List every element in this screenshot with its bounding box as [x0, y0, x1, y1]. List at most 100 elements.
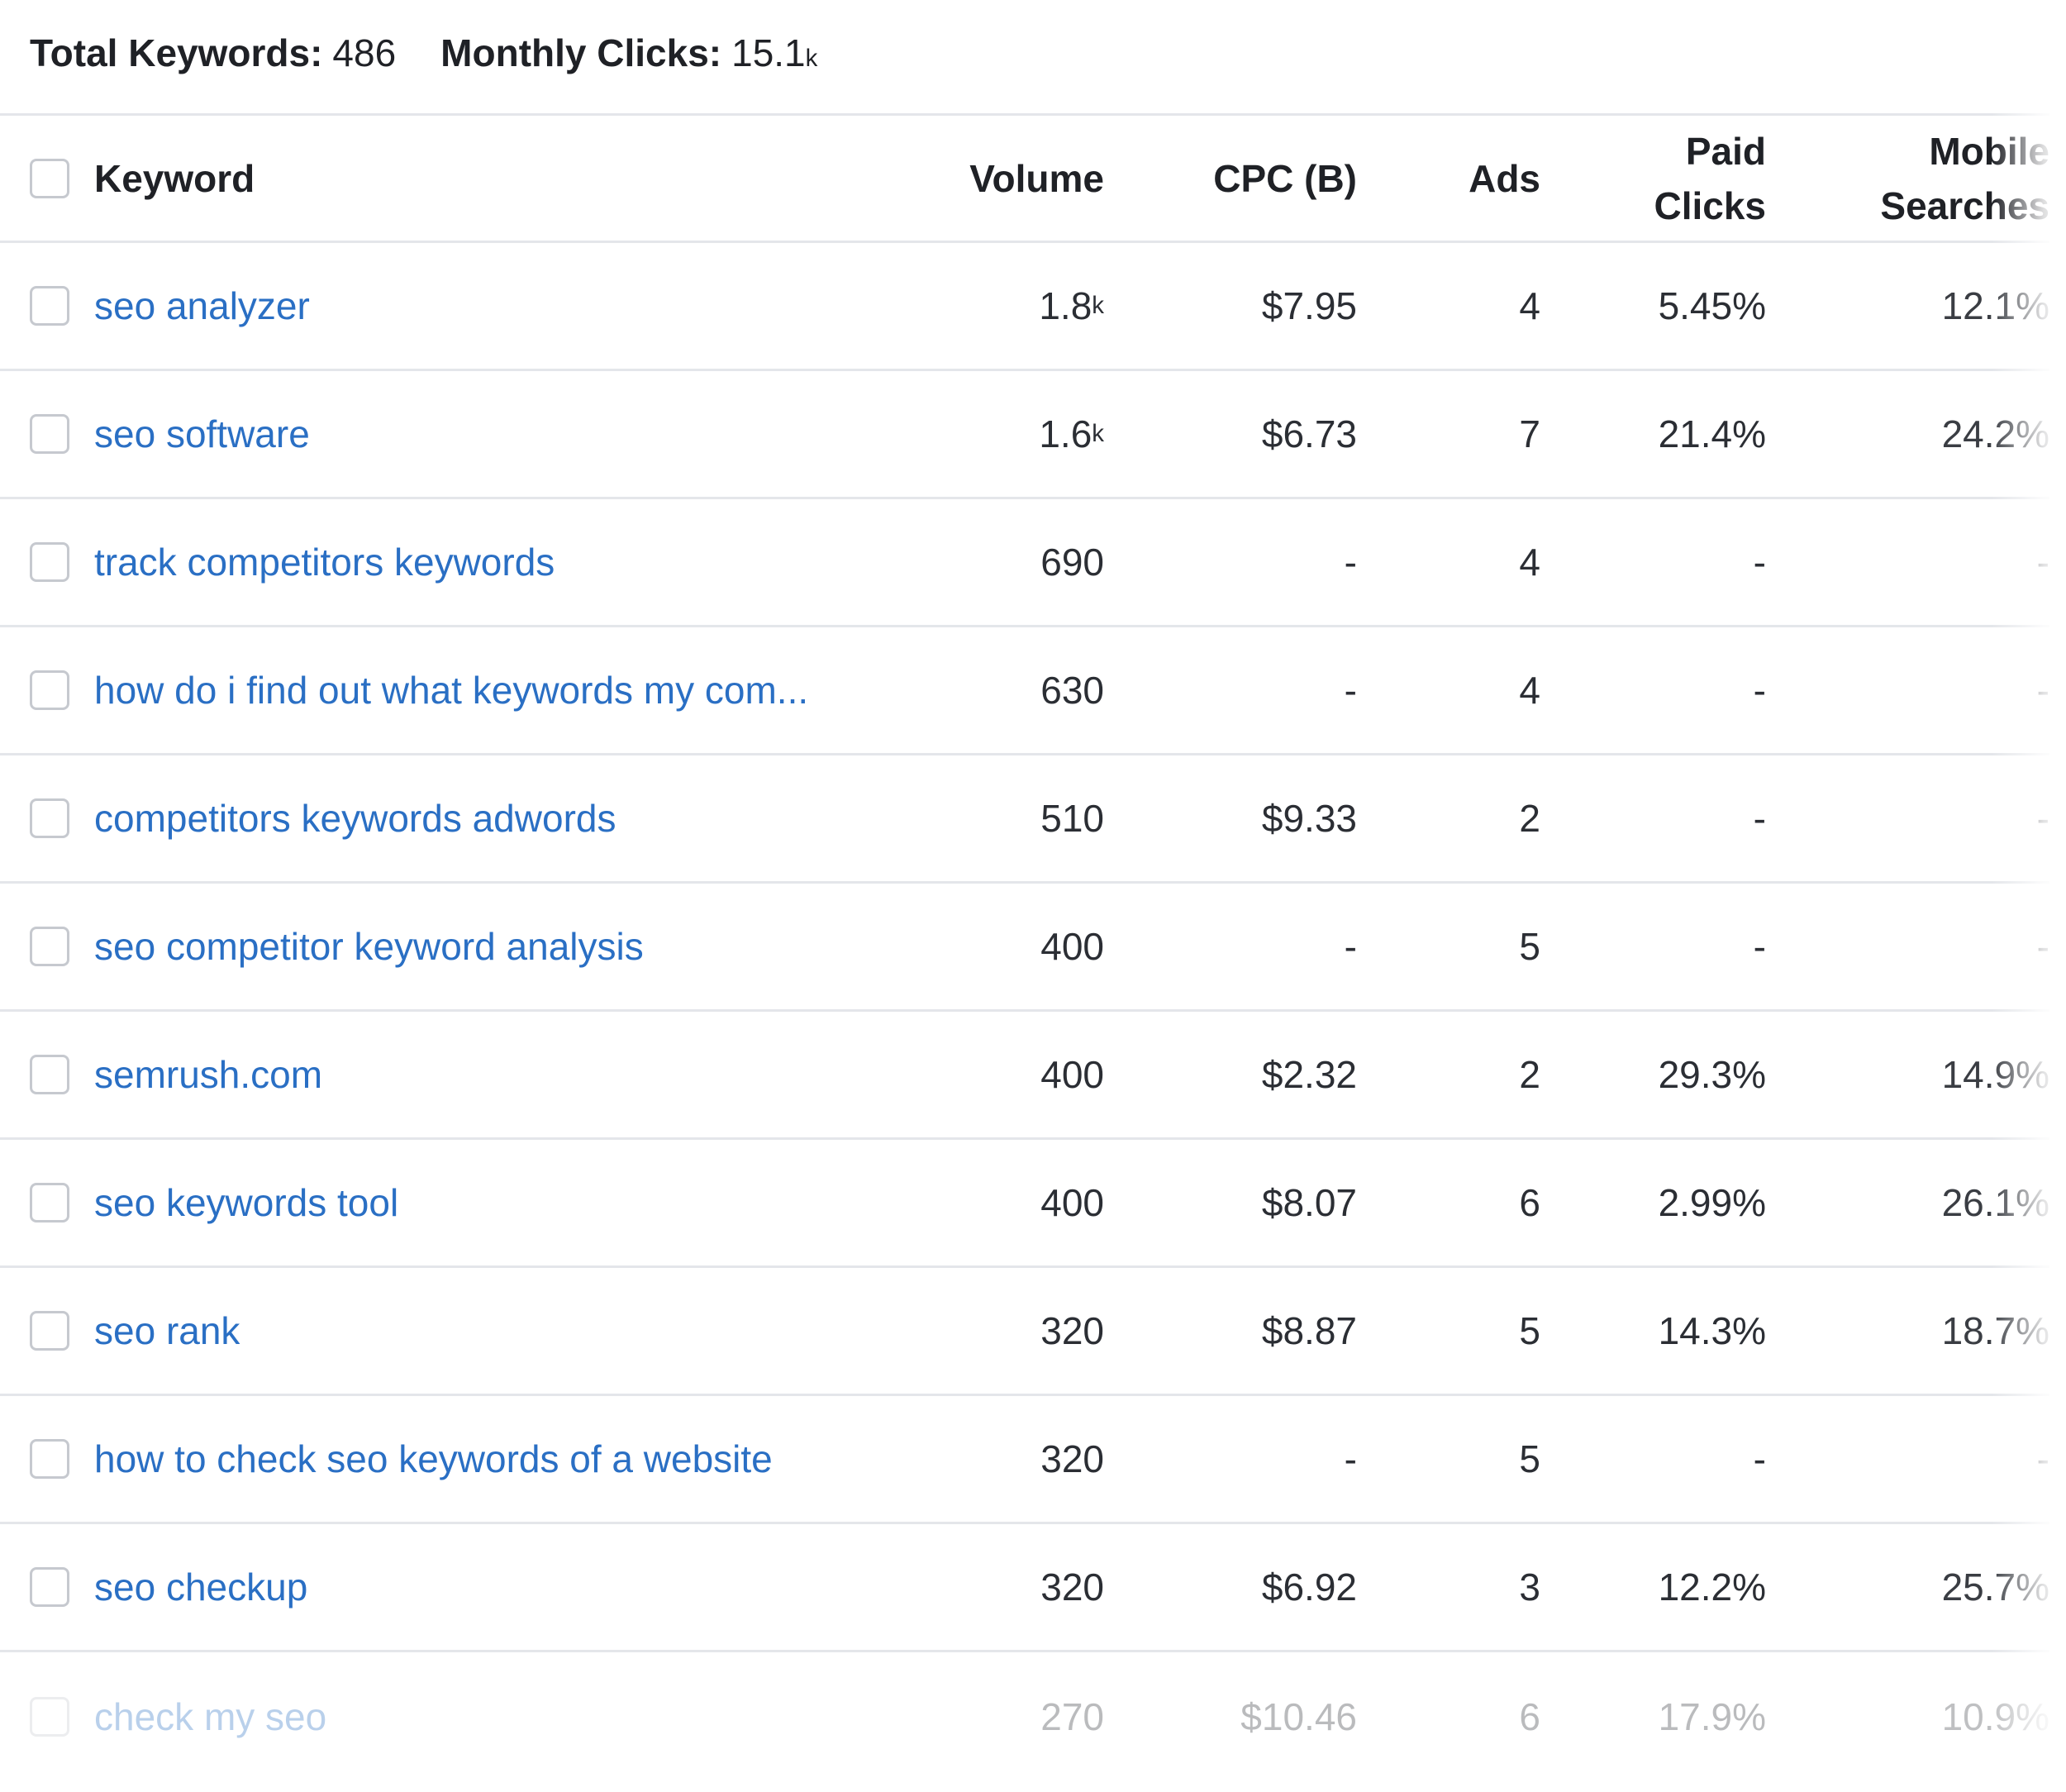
cpc-cell: $10.46 [1240, 1694, 1357, 1738]
cpc-cell: $2.32 [1261, 1053, 1357, 1096]
volume-value: 320 [1040, 1566, 1104, 1609]
volume-value: 400 [1040, 1053, 1104, 1096]
keyword-text: seo keywords tool [94, 1181, 399, 1224]
cpc-cell: $6.92 [1261, 1566, 1357, 1609]
paid-clicks-cell: - [1753, 797, 1766, 840]
column-header-keyword[interactable]: Keyword [94, 156, 255, 200]
mobile-searches-cell: 25.7% [1941, 1566, 2049, 1609]
table-body: seo analyzer 1.8 k $7.95 4 5.45% 12.1% seo soft… [0, 243, 2066, 1780]
keyword-link[interactable]: check my seo [94, 1652, 854, 1780]
keyword-link[interactable]: how do i find out what keywords my com..… [94, 627, 854, 753]
mobile-searches-header-line1: Mobile [1929, 129, 2049, 173]
keyword-link[interactable]: competitors keywords adwords [94, 755, 854, 881]
keyword-link[interactable]: semrush.com [94, 1012, 854, 1137]
total-keywords-label: Total Keywords: [30, 31, 323, 74]
ads-cell: 5 [1519, 1437, 1540, 1480]
row-checkbox[interactable] [30, 1055, 69, 1094]
row-checkbox[interactable] [30, 1439, 69, 1479]
keyword-link[interactable]: how to check seo keywords of a website [94, 1396, 854, 1522]
cpc-cell: $9.33 [1261, 797, 1357, 840]
column-header-ads[interactable]: Ads [1469, 156, 1540, 200]
mobile-searches-cell: 26.1% [1941, 1181, 2049, 1224]
mobile-searches-header-line2: Searches [1880, 183, 2049, 227]
mobile-searches-cell: 14.9% [1941, 1053, 2049, 1096]
monthly-clicks-number: 15.1 [731, 31, 806, 74]
select-all-checkbox[interactable] [30, 158, 69, 198]
cpc-cell: $8.07 [1261, 1181, 1357, 1224]
row-checkbox[interactable] [30, 1183, 69, 1222]
volume-suffix: k [1092, 292, 1104, 319]
row-checkbox[interactable] [30, 1696, 69, 1737]
volume-cell: 510 [889, 755, 1104, 881]
keyword-link[interactable]: seo checkup [94, 1524, 854, 1650]
volume-cell: 400 [889, 1140, 1104, 1265]
volume-value: 510 [1040, 797, 1104, 840]
mobile-searches-cell: - [2036, 797, 2049, 840]
row-checkbox[interactable] [30, 1567, 69, 1607]
monthly-clicks-label: Monthly Clicks: [440, 31, 722, 74]
keyword-text: track competitors keywords [94, 541, 555, 584]
monthly-clicks-stat: Monthly Clicks: 15.1k [440, 31, 817, 75]
keyword-link[interactable]: seo analyzer [94, 243, 854, 369]
table-row: semrush.com 400 $2.32 2 29.3% 14.9% [0, 1012, 2049, 1140]
ads-cell: 6 [1519, 1694, 1540, 1738]
volume-cell: 630 [889, 627, 1104, 753]
keyword-text: check my seo [94, 1694, 327, 1738]
paid-clicks-cell: - [1753, 1437, 1766, 1480]
keyword-text: seo software [94, 412, 310, 455]
total-keywords-value: 486 [332, 31, 397, 74]
paid-clicks-header-line1: Paid [1685, 129, 1766, 173]
paid-clicks-cell: 17.9% [1658, 1694, 1766, 1738]
volume-cell: 320 [889, 1524, 1104, 1650]
row-checkbox[interactable] [30, 286, 69, 326]
cpc-cell: $7.95 [1261, 284, 1357, 327]
monthly-clicks-value: 15.1k [731, 31, 817, 75]
mobile-searches-cell: 18.7% [1941, 1309, 2049, 1352]
cpc-cell: $8.87 [1261, 1309, 1357, 1352]
table-header: Keyword Volume CPC (B) Ads Paid Clicks M… [0, 113, 2049, 243]
keyword-link[interactable]: seo competitor keyword analysis [94, 884, 854, 1009]
volume-value: 320 [1040, 1437, 1104, 1480]
cpc-cell: - [1344, 1437, 1357, 1480]
row-checkbox[interactable] [30, 927, 69, 966]
keyword-link[interactable]: seo keywords tool [94, 1140, 854, 1265]
table-row: seo competitor keyword analysis 400 - 5 - - [0, 884, 2049, 1012]
keywords-table: Keyword Volume CPC (B) Ads Paid Clicks M… [0, 113, 2066, 1780]
keyword-link[interactable]: seo software [94, 371, 854, 497]
keyword-text: seo analyzer [94, 284, 310, 327]
ads-cell: 3 [1519, 1566, 1540, 1609]
row-checkbox[interactable] [30, 798, 69, 838]
keyword-link[interactable]: seo rank [94, 1268, 854, 1394]
ads-cell: 5 [1519, 1309, 1540, 1352]
mobile-searches-cell: 12.1% [1941, 284, 2049, 327]
table-row: seo keywords tool 400 $8.07 6 2.99% 26.1% [0, 1140, 2049, 1268]
ads-cell: 4 [1519, 284, 1540, 327]
column-header-mobile-searches[interactable]: Mobile Searches [1802, 116, 2049, 241]
table-row: check my seo 270 $10.46 6 17.9% 10.9% [0, 1652, 2049, 1780]
ads-cell: 7 [1519, 412, 1540, 455]
row-checkbox[interactable] [30, 414, 69, 454]
column-header-volume[interactable]: Volume [969, 156, 1104, 200]
row-checkbox[interactable] [30, 542, 69, 582]
ads-cell: 4 [1519, 669, 1540, 712]
volume-value: 270 [1040, 1694, 1104, 1738]
ads-cell: 6 [1519, 1181, 1540, 1224]
volume-value: 1.6 [1039, 412, 1093, 455]
paid-clicks-cell: - [1753, 925, 1766, 968]
paid-clicks-cell: 2.99% [1658, 1181, 1766, 1224]
column-header-paid-clicks[interactable]: Paid Clicks [1551, 116, 1766, 241]
cpc-cell: - [1344, 925, 1357, 968]
keyword-text: seo rank [94, 1309, 240, 1352]
keyword-link[interactable]: track competitors keywords [94, 499, 854, 625]
volume-cell: 400 [889, 1012, 1104, 1137]
paid-clicks-cell: - [1753, 669, 1766, 712]
column-header-cpc[interactable]: CPC (B) [1213, 156, 1357, 200]
volume-cell: 400 [889, 884, 1104, 1009]
volume-cell: 320 [889, 1396, 1104, 1522]
ads-cell: 2 [1519, 797, 1540, 840]
row-checkbox[interactable] [30, 670, 69, 710]
mobile-searches-cell: 10.9% [1941, 1694, 2049, 1738]
row-checkbox[interactable] [30, 1311, 69, 1351]
keyword-text: how do i find out what keywords my com..… [94, 669, 809, 712]
volume-value: 1.8 [1039, 284, 1093, 327]
